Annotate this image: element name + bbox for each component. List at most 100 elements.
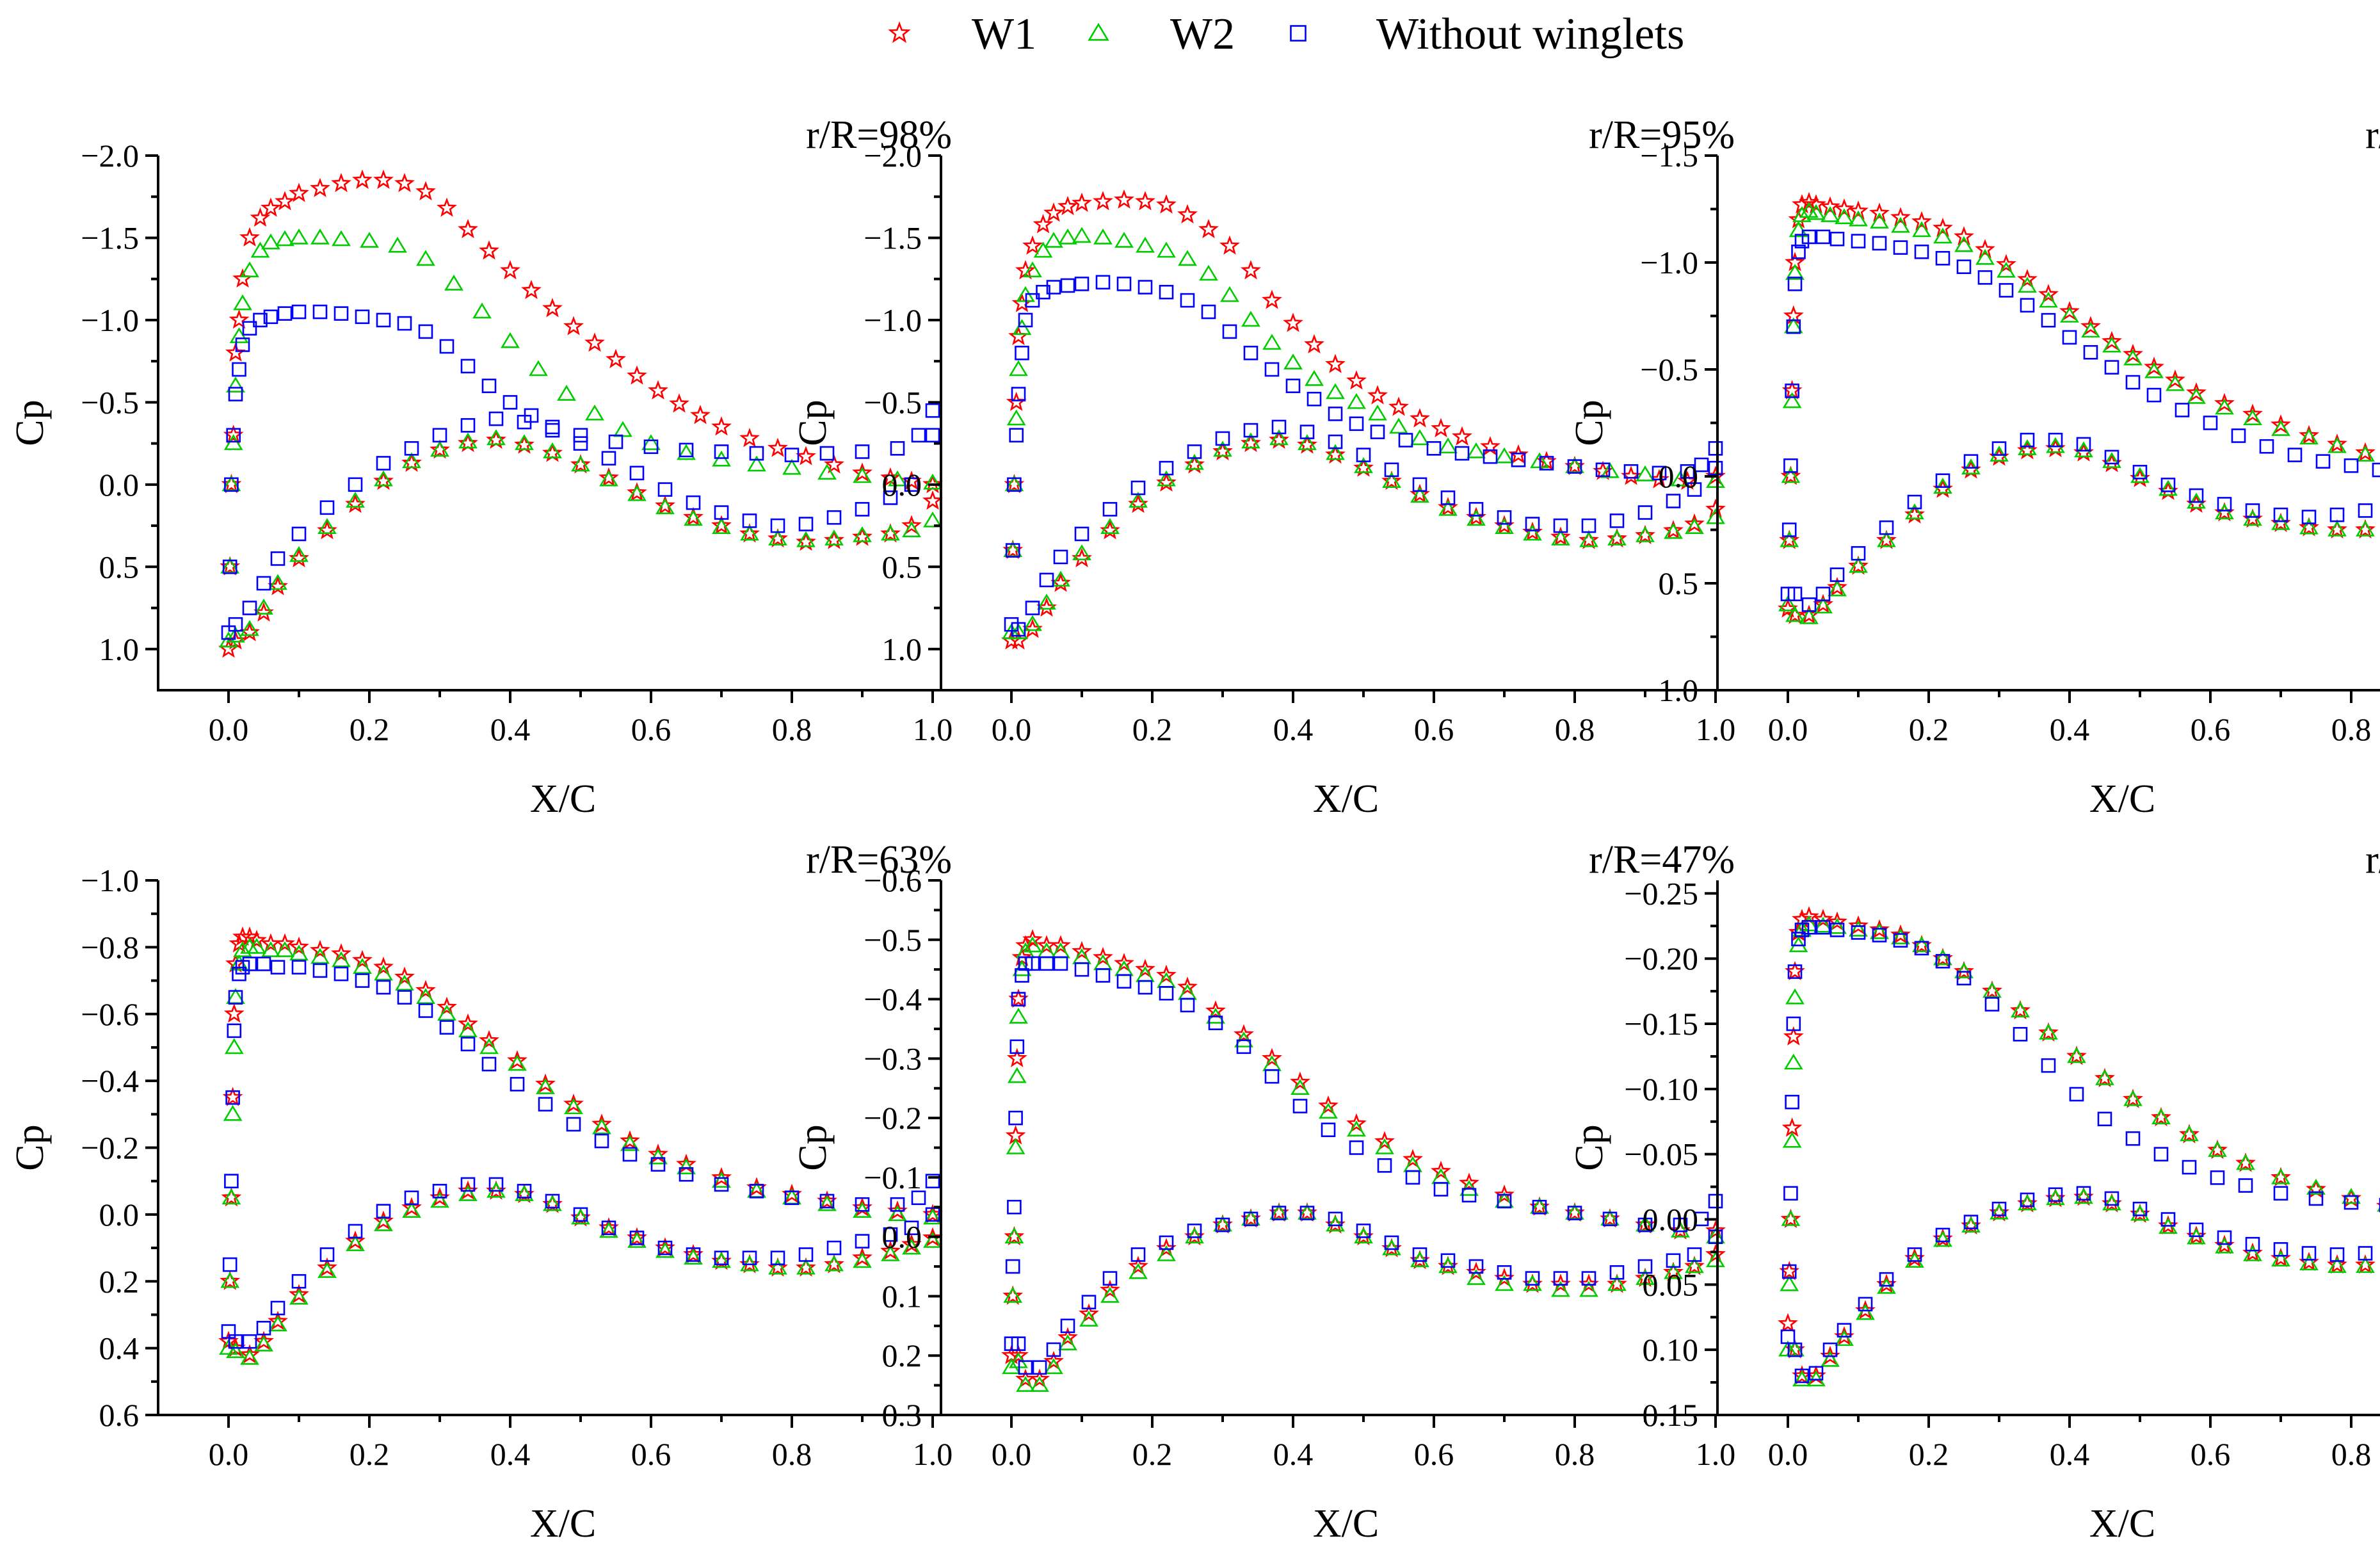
data-point-without-winglets	[228, 990, 243, 1005]
y-tick-label: 0.1	[882, 1278, 922, 1314]
data-point-w2	[599, 1222, 618, 1238]
data-point-w2	[1291, 1079, 1310, 1095]
data-point-without-winglets	[1384, 462, 1399, 478]
data-point-without-winglets	[1011, 1336, 1026, 1351]
data-point-w1	[394, 966, 415, 986]
data-point-w2	[1023, 936, 1042, 953]
data-point-without-winglets	[439, 1020, 454, 1035]
data-point-without-winglets	[1025, 956, 1040, 971]
data-point-without-winglets	[1222, 324, 1237, 339]
data-point-w1	[1043, 202, 1064, 222]
data-point-w2	[1905, 503, 1924, 520]
data-point-w1	[2207, 1139, 2228, 1160]
data-point-w1	[599, 467, 619, 487]
data-point-w2	[275, 230, 294, 247]
data-point-w2	[881, 1245, 900, 1261]
data-point-without-winglets	[1328, 407, 1343, 421]
data-point-w1	[2299, 517, 2319, 537]
data-point-w2	[853, 467, 872, 483]
data-point-w1	[880, 1240, 901, 1260]
data-point-without-winglets	[224, 477, 239, 492]
data-point-without-winglets	[1307, 391, 1322, 407]
data-point-w2	[458, 1021, 478, 1038]
x-tick-label: 0.8	[772, 711, 812, 747]
data-point-without-winglets	[510, 1077, 525, 1092]
data-point-w1	[1093, 946, 1113, 967]
data-point-without-winglets	[334, 306, 349, 321]
data-point-w1	[1219, 235, 1240, 255]
data-point-w1	[1304, 334, 1324, 353]
data-point-w1	[591, 1113, 612, 1133]
data-point-w2	[1185, 1227, 1204, 1243]
data-point-w1	[1848, 915, 1869, 935]
data-point-w2	[1856, 1304, 1875, 1320]
data-point-w1	[1290, 1071, 1310, 1092]
data-point-w2	[853, 1252, 872, 1268]
data-point-w2	[1114, 232, 1134, 248]
data-point-without-winglets	[784, 448, 800, 462]
data-point-w2	[2159, 480, 2178, 496]
data-point-w2	[254, 599, 273, 615]
data-point-without-winglets	[1858, 1297, 1873, 1312]
data-point-without-winglets	[1095, 968, 1111, 983]
data-point-without-winglets	[1454, 446, 1470, 461]
data-point-w1	[229, 309, 250, 329]
data-point-w1	[1813, 909, 1833, 928]
data-point-w2	[1781, 1209, 1801, 1226]
data-point-without-winglets	[1595, 462, 1611, 478]
data-point-without-winglets	[1553, 518, 1568, 533]
chart-panels: 0.0 0.2 0.4 0.6 0.8 1.0 −2.0 −1.5 −1.0 −0.5 0.0 0.5…	[8, 113, 2380, 1546]
data-point-w2	[2299, 428, 2319, 445]
data-point-w2	[1023, 615, 1042, 631]
data-point-w2	[1828, 917, 1847, 934]
data-point-without-winglets	[1011, 622, 1026, 637]
data-point-w2	[2208, 1141, 2227, 1157]
data-point-w2	[1785, 606, 1805, 622]
chart-panel-6: 0.0 0.2 0.4 0.6 0.8 1.0 −0.25 −0.20 −0.15 −0.10 −0…	[1568, 838, 2380, 1546]
data-point-without-winglets	[2189, 488, 2204, 503]
data-point-w2	[2180, 1125, 2199, 1142]
data-point-w1	[268, 576, 288, 595]
y-axis-title: Cp	[791, 1124, 835, 1170]
data-point-w2	[289, 944, 309, 961]
data-point-w2	[677, 444, 696, 460]
data-point-w1	[1410, 408, 1430, 428]
data-point-w2	[1905, 1252, 1924, 1268]
data-point-w2	[923, 473, 942, 490]
data-point-without-winglets	[232, 362, 246, 377]
data-point-w2	[1792, 1370, 1812, 1387]
y-tick-label: 0.6	[99, 1397, 140, 1433]
data-point-w1	[2235, 1152, 2256, 1172]
data-point-without-winglets	[1801, 920, 1817, 935]
data-point-without-winglets	[1935, 1227, 1950, 1243]
data-point-w2	[395, 974, 414, 991]
data-point-without-winglets	[1935, 473, 1950, 488]
data-point-without-winglets	[1007, 1199, 1022, 1215]
data-point-without-winglets	[1851, 925, 1866, 940]
data-point-w2	[2215, 398, 2234, 415]
data-point-without-winglets	[226, 428, 241, 443]
data-point-without-winglets	[1201, 304, 1216, 319]
data-point-w2	[2328, 437, 2347, 453]
data-point-w2	[1058, 1334, 1077, 1350]
data-point-w1	[1004, 1226, 1025, 1246]
data-point-without-winglets	[404, 441, 419, 456]
data-point-w1	[246, 930, 267, 950]
data-point-w2	[458, 1185, 478, 1201]
data-point-w2	[1012, 319, 1032, 335]
data-point-without-winglets	[256, 576, 271, 591]
data-point-without-winglets	[1708, 1229, 1723, 1244]
data-point-w2	[346, 1235, 365, 1252]
data-point-w1	[1410, 1250, 1430, 1270]
data-point-w2	[430, 1192, 449, 1208]
data-point-w1	[1705, 1220, 1726, 1240]
legend-marker-w2	[1088, 22, 1109, 41]
data-point-without-winglets	[742, 1250, 757, 1266]
data-point-w1	[627, 482, 647, 502]
data-point-w1	[401, 1197, 422, 1217]
data-point-without-winglets	[1497, 1193, 1512, 1209]
x-tick-label: 0.6	[2191, 711, 2231, 747]
data-point-without-winglets	[291, 526, 307, 542]
data-point-w1	[1346, 1113, 1367, 1133]
data-point-w2	[223, 434, 243, 450]
